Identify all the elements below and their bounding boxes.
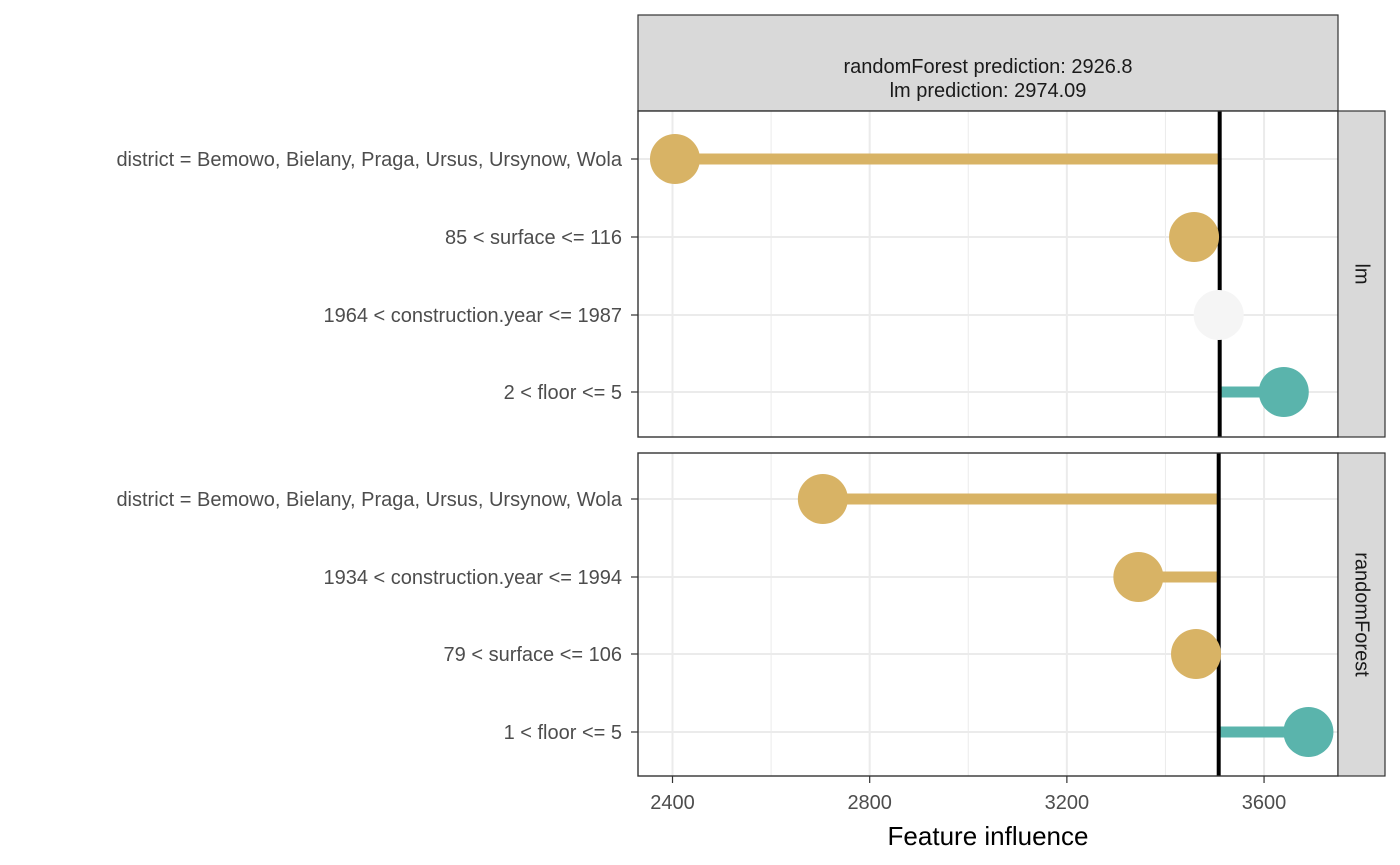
x-tick-label: 2400 xyxy=(650,792,695,814)
panels: district = Bemowo, Bielany, Praga, Ursus… xyxy=(116,110,1386,777)
feature-point xyxy=(1258,367,1309,417)
facet-strip-label: randomForest xyxy=(1351,552,1373,677)
feature-label: 1934 < construction.year <= 1994 xyxy=(323,567,622,589)
x-axis: 2400 2800 3200 3600 xyxy=(650,776,1286,814)
x-tick-label: 3200 xyxy=(1045,792,1090,814)
facet-strip xyxy=(1337,452,1386,777)
x-tick-label: 2800 xyxy=(847,792,892,814)
feature-point xyxy=(1171,629,1222,679)
header-strip-background xyxy=(637,14,1339,112)
feature-point xyxy=(1193,290,1244,340)
feature-point xyxy=(1169,212,1220,262)
feature-label: 85 < surface <= 116 xyxy=(445,227,622,249)
feature-label: 1964 < construction.year <= 1987 xyxy=(323,305,622,327)
panel-randomForest: district = Bemowo, Bielany, Praga, Ursus… xyxy=(116,452,1386,777)
facet-strip-label: lm xyxy=(1351,263,1373,284)
feature-label: district = Bemowo, Bielany, Praga, Ursus… xyxy=(116,149,622,171)
feature-point xyxy=(797,474,848,524)
feature-label: 79 < surface <= 106 xyxy=(444,644,622,666)
header-strip: randomForest prediction: 2926.8 lm predi… xyxy=(637,14,1339,112)
feature-point xyxy=(1283,707,1334,757)
feature-label: 1 < floor <= 5 xyxy=(504,722,622,744)
facet-strip xyxy=(1337,110,1386,438)
feature-point xyxy=(1113,552,1164,602)
feature-point xyxy=(649,134,700,184)
panel-lm: district = Bemowo, Bielany, Praga, Ursus… xyxy=(116,110,1386,438)
panel-background xyxy=(638,453,1338,776)
header-line-rf: randomForest prediction: 2926.8 xyxy=(843,56,1132,78)
feature-label: district = Bemowo, Bielany, Praga, Ursus… xyxy=(116,489,622,511)
x-tick-label: 3600 xyxy=(1242,792,1287,814)
header-line-lm: lm prediction: 2974.09 xyxy=(890,80,1087,102)
x-axis-title: Feature influence xyxy=(888,821,1089,851)
feature-label: 2 < floor <= 5 xyxy=(504,382,622,404)
